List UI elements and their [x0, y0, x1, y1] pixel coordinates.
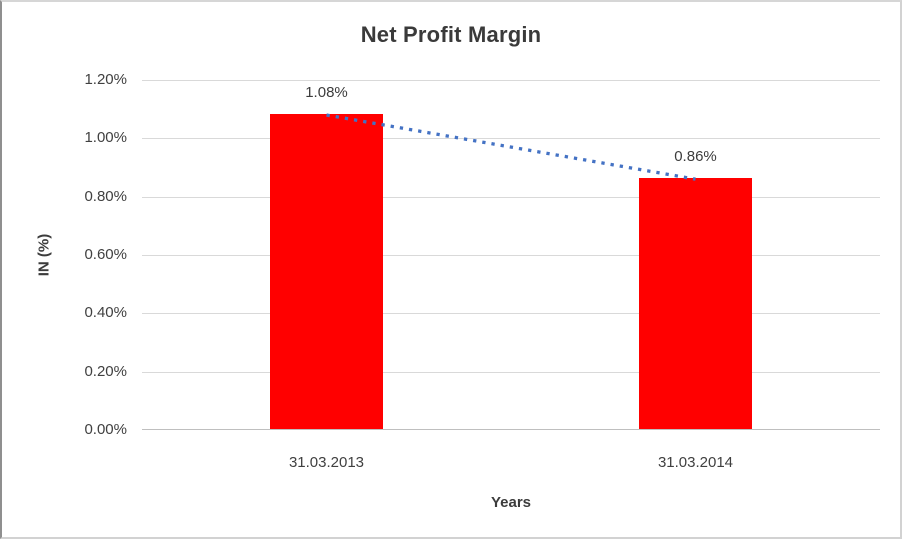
y-tick-label: 0.80%	[84, 187, 127, 205]
y-tick-label: 0.60%	[84, 246, 127, 263]
y-tick-label: 1.00%	[84, 129, 127, 147]
bar-31.03.2013	[270, 114, 383, 429]
gridline	[142, 371, 880, 373]
y-axis-ticks: 0.00% 0.20% 0.40% 0.60% 0.80% 1.00% 1.20%	[2, 71, 127, 438]
data-label: 0.86%	[674, 148, 717, 166]
gridline	[142, 80, 880, 81]
x-tick-label: 31.03.2014	[657, 454, 734, 471]
y-tick-label: 0.40%	[84, 304, 127, 322]
chart-title: Net Profit Margin	[360, 22, 542, 47]
y-tick-label: 0.20%	[84, 362, 127, 380]
x-axis-title: Years	[490, 494, 532, 511]
y-tick-label: 1.20%	[84, 71, 127, 88]
gridline	[142, 313, 880, 315]
x-tick-label: 31.03.2013	[288, 454, 365, 471]
bar-31.03.2014	[639, 178, 752, 429]
gridline	[142, 255, 880, 256]
y-tick-label: 0.00%	[84, 421, 127, 438]
gridline	[142, 138, 880, 140]
plot-area	[142, 80, 880, 430]
data-label: 1.08%	[305, 84, 348, 101]
gridline	[142, 196, 880, 198]
